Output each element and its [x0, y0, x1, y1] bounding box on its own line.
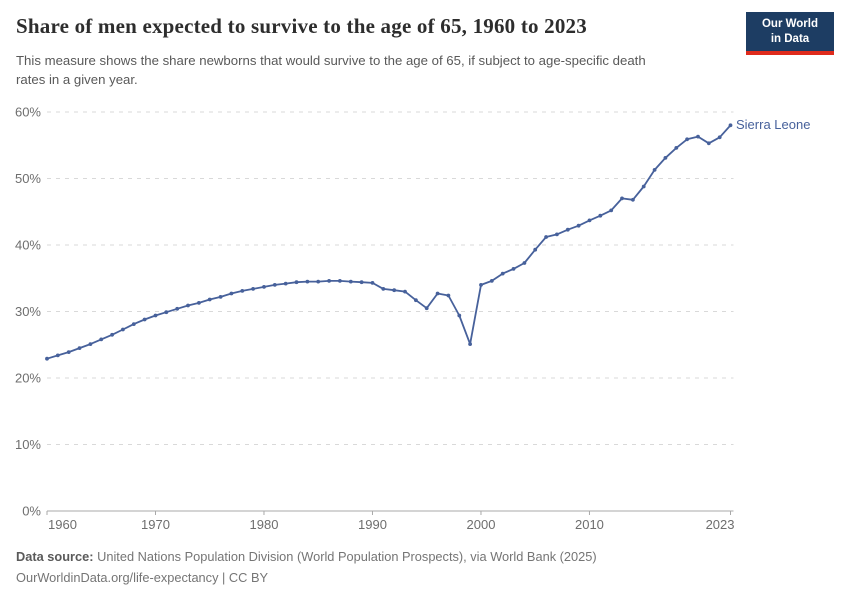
- data-point-marker: [457, 313, 462, 318]
- data-point-marker: [88, 342, 93, 346]
- data-point-marker: [262, 285, 266, 289]
- y-axis-tick-label: 10%: [15, 437, 41, 452]
- data-point-marker: [620, 196, 624, 201]
- chart-subtitle: This measure shows the share newborns th…: [16, 51, 736, 89]
- x-axis-tick-label: 1990: [358, 517, 387, 532]
- data-point-marker: [207, 297, 212, 302]
- data-point-marker: [251, 287, 256, 291]
- data-point-marker: [414, 298, 418, 303]
- owid-logo-line-1: Our World: [761, 18, 818, 30]
- data-point-marker: [381, 287, 386, 291]
- chart-subtitle-line-1: This measure shows the share newborns th…: [16, 53, 646, 68]
- y-axis-tick-label: 60%: [15, 105, 41, 120]
- owid-logo-line-2: in Data: [770, 32, 810, 45]
- data-point-marker: [717, 135, 722, 140]
- data-point-marker: [131, 322, 136, 326]
- data-point-marker: [403, 289, 407, 294]
- data-point-marker: [446, 293, 451, 298]
- data-point-marker: [544, 235, 548, 239]
- data-point-marker: [338, 279, 342, 283]
- data-point-marker: [598, 213, 603, 218]
- data-point-marker: [186, 303, 190, 308]
- data-point-marker: [652, 168, 657, 172]
- x-axis-tick-label: 1980: [250, 517, 279, 532]
- data-point-marker: [55, 353, 60, 358]
- footer-source-line: Data source: United Nations Population D…: [16, 547, 836, 568]
- data-point-marker: [294, 280, 299, 285]
- data-point-marker: [110, 332, 114, 337]
- data-point-marker: [576, 223, 581, 228]
- data-point-marker: [153, 313, 158, 318]
- data-point-marker: [370, 281, 375, 285]
- data-point-marker: [142, 317, 147, 322]
- data-point-marker: [706, 141, 711, 146]
- x-axis-tick-label: 1960: [48, 517, 77, 532]
- data-point-marker: [283, 281, 288, 286]
- data-point-marker: [663, 156, 668, 160]
- data-point-marker: [728, 123, 733, 128]
- data-point-marker: [99, 337, 104, 342]
- data-point-marker: [77, 346, 82, 350]
- data-point-marker: [696, 134, 700, 139]
- data-point-marker: [197, 301, 201, 305]
- series-end-label[interactable]: Sierra Leone: [736, 117, 811, 132]
- x-axis-tick-label: 2023: [706, 517, 735, 532]
- data-point-marker: [674, 146, 679, 150]
- footer-license-line[interactable]: OurWorldinData.org/life-expectancy | CC …: [16, 569, 269, 585]
- data-point-marker: [511, 267, 516, 271]
- data-point-marker: [348, 279, 353, 284]
- data-point-marker: [45, 356, 49, 361]
- data-point-marker: [121, 327, 125, 332]
- data-point-marker: [631, 197, 635, 202]
- data-point-marker: [533, 247, 538, 252]
- x-axis-tick-label: 2000: [467, 517, 496, 532]
- data-point-marker: [489, 279, 494, 283]
- data-point-marker: [316, 279, 321, 284]
- chart-title: Share of men expected to survive to the …: [16, 14, 587, 38]
- data-point-marker: [479, 283, 483, 287]
- data-point-marker: [641, 184, 646, 189]
- data-point-marker: [327, 279, 331, 283]
- owid-logo: Our World in Data: [746, 12, 834, 55]
- data-point-marker: [66, 350, 71, 354]
- data-point-marker: [305, 279, 310, 284]
- data-point-marker: [609, 208, 614, 213]
- data-point-marker: [522, 261, 527, 265]
- data-point-marker: [218, 295, 223, 299]
- y-axis-tick-label: 40%: [15, 238, 41, 253]
- data-point-marker: [500, 271, 505, 276]
- y-axis-tick-label: 0%: [22, 504, 41, 519]
- data-point-marker: [424, 306, 429, 311]
- chart-subtitle-line-2: rates in a given year.: [16, 72, 138, 88]
- data-point-marker: [435, 291, 440, 296]
- data-point-marker: [392, 288, 397, 293]
- footer-source-label: Data source:: [16, 549, 94, 564]
- data-point-marker: [555, 232, 559, 237]
- data-point-marker: [175, 306, 180, 311]
- chart-footer: Data source: United Nations Population D…: [16, 547, 836, 588]
- data-point-marker: [229, 291, 234, 296]
- sierra-leone-data-line: [46, 124, 732, 360]
- data-point-marker: [164, 310, 169, 315]
- y-axis-tick-label: 20%: [15, 371, 41, 386]
- footer-source-text: United Nations Population Division (Worl…: [93, 549, 597, 564]
- data-point-marker: [240, 289, 245, 293]
- x-axis-tick-label: 2010: [575, 517, 604, 532]
- data-point-marker: [587, 218, 592, 223]
- y-axis-tick-label: 30%: [15, 304, 41, 319]
- data-point-marker: [565, 227, 570, 232]
- data-point-marker: [468, 342, 472, 346]
- x-axis-tick-label: 1970: [141, 517, 170, 532]
- data-point-marker: [685, 137, 689, 142]
- data-point-marker: [359, 280, 364, 285]
- y-axis-tick-label: 50%: [15, 171, 41, 186]
- data-point-marker: [272, 283, 277, 287]
